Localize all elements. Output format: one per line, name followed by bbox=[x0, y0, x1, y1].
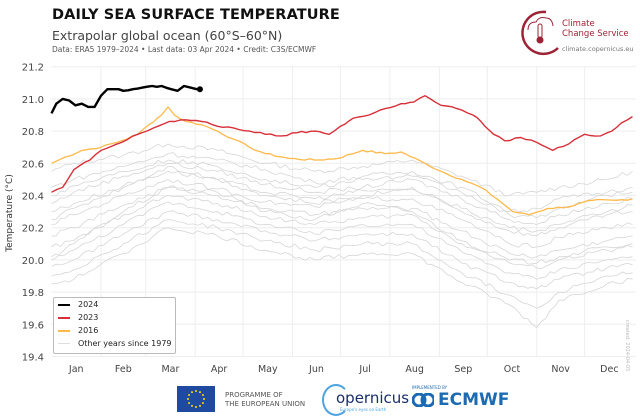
last-data-point-marker bbox=[196, 86, 203, 93]
y-tick-label: 20.6 bbox=[22, 159, 44, 170]
implemented-by-label: IMPLEMENTED BY bbox=[412, 385, 448, 390]
legend-swatch bbox=[58, 316, 70, 319]
y-tick-label: 19.4 bbox=[22, 353, 44, 364]
eu-star bbox=[199, 391, 201, 394]
other-year-line bbox=[51, 185, 633, 265]
legend-swatch bbox=[58, 343, 70, 344]
x-tick-label-feb: Feb bbox=[115, 364, 132, 375]
eu-star bbox=[201, 402, 204, 404]
legend-item-other-years: Other years since 1979 bbox=[54, 337, 175, 350]
chart-title: DAILY SEA SURFACE TEMPERATURE bbox=[52, 7, 340, 23]
legend-label: 2024 bbox=[78, 300, 99, 309]
sst-line-chart: 19.4 19.6 19.8 20.0 20.2 20.4 20.6 20.8 21.0 21.2… bbox=[5, 63, 636, 375]
y-tick-label: 20.0 bbox=[22, 256, 44, 267]
y-tick-label: 21.0 bbox=[22, 95, 44, 106]
other-year-line bbox=[51, 166, 633, 233]
other-year-line bbox=[51, 159, 633, 219]
y-axis-ticks: 19.4 19.6 19.8 20.0 20.2 20.4 20.6 20.8 21.0 21.2 bbox=[22, 63, 44, 364]
legend-item-2016: 2016 bbox=[54, 324, 175, 337]
other-year-line bbox=[51, 152, 633, 213]
series-line-2016 bbox=[51, 106, 633, 216]
chart-subtitle: Extrapolar global ocean (60°S–60°N) bbox=[52, 28, 283, 43]
created-date-note: created: 2024-04-05 bbox=[624, 320, 630, 372]
x-tick-label-may: May bbox=[258, 364, 278, 375]
gridlines bbox=[51, 66, 636, 357]
x-tick-label-dec: Dec bbox=[600, 364, 618, 375]
y-tick-label: 20.2 bbox=[22, 224, 44, 235]
eu-star bbox=[199, 404, 201, 407]
y-axis-label: Temperature (°C) bbox=[5, 174, 15, 253]
other-years-series bbox=[51, 143, 633, 329]
x-tick-label-mar: Mar bbox=[161, 364, 179, 375]
y-tick-label: 19.6 bbox=[22, 320, 44, 331]
eu-star bbox=[188, 402, 191, 404]
footer-logos: PROGRAMME OF THE EUROPEAN UNION opernicus… bbox=[0, 384, 640, 416]
eu-star bbox=[195, 390, 197, 392]
eu-programme-text: PROGRAMME OF THE EUROPEAN UNION bbox=[225, 391, 306, 408]
eu-star bbox=[203, 398, 205, 400]
eu-star bbox=[188, 394, 191, 396]
eu-star bbox=[201, 394, 204, 396]
other-year-line bbox=[51, 186, 633, 259]
copernicus-logo-icon bbox=[322, 384, 350, 416]
x-tick-label-sep: Sep bbox=[454, 364, 472, 375]
x-tick-label-apr: Apr bbox=[211, 364, 228, 375]
y-tick-label: 20.8 bbox=[22, 127, 44, 138]
other-year-line bbox=[51, 201, 633, 280]
x-tick-label-jul: Jul bbox=[358, 364, 370, 375]
legend-swatch bbox=[58, 329, 70, 332]
logo-url[interactable]: climate.copernicus.eu bbox=[562, 45, 634, 53]
legend-label: Other years since 1979 bbox=[78, 339, 172, 348]
other-year-line bbox=[51, 170, 633, 237]
eu-star bbox=[191, 391, 193, 394]
thermometer-cloud-icon bbox=[521, 10, 559, 56]
other-year-line bbox=[51, 162, 633, 225]
x-tick-label-aug: Aug bbox=[405, 364, 424, 375]
other-year-line bbox=[51, 219, 633, 309]
ecmwf-logo-icon bbox=[412, 393, 434, 407]
legend-item-2024: 2024 bbox=[54, 298, 175, 311]
eu-star bbox=[191, 404, 193, 407]
x-tick-label-nov: Nov bbox=[551, 364, 570, 375]
y-tick-label: 21.2 bbox=[22, 63, 44, 74]
legend-swatch bbox=[58, 303, 70, 306]
x-axis-ticks: Jan Feb Mar Apr May Jun Jul Aug Sep Oct Nov Dec bbox=[68, 364, 619, 375]
eu-flag-icon bbox=[177, 386, 215, 412]
y-tick-label: 20.4 bbox=[22, 192, 44, 203]
series-line-2023 bbox=[51, 95, 633, 193]
logo-line1: Climate bbox=[562, 19, 595, 29]
other-year-line bbox=[51, 195, 633, 270]
ecmwf-wordmark: ECMWF bbox=[438, 390, 510, 410]
x-tick-label-jun: Jun bbox=[308, 364, 324, 375]
y-tick-label: 19.8 bbox=[22, 288, 44, 299]
climate-change-service-logo[interactable]: Climate Change Service climate.copernicus… bbox=[516, 6, 640, 56]
eu-star bbox=[195, 406, 197, 408]
x-tick-label-jan: Jan bbox=[68, 364, 84, 375]
highlight-series bbox=[50, 84, 633, 216]
legend: 2024 2023 2016 Other years since 1979 bbox=[53, 297, 176, 354]
data-credit-line: Data: ERA5 1979–2024 • Last data: 03 Apr… bbox=[52, 45, 317, 54]
legend-item-2023: 2023 bbox=[54, 311, 175, 324]
other-year-line bbox=[51, 210, 633, 290]
copernicus-tagline: Europe's eyes on Earth bbox=[340, 407, 387, 412]
copernicus-wordmark: opernicus bbox=[336, 389, 410, 407]
other-year-line bbox=[51, 143, 633, 197]
legend-label: 2023 bbox=[78, 313, 99, 322]
legend-label: 2016 bbox=[78, 326, 99, 335]
x-tick-label-oct: Oct bbox=[504, 364, 521, 375]
series-line-2024 bbox=[50, 84, 200, 114]
logo-line2: Change Service bbox=[562, 29, 629, 39]
eu-star bbox=[187, 398, 189, 400]
other-year-line bbox=[51, 227, 633, 329]
other-year-line bbox=[51, 178, 633, 249]
